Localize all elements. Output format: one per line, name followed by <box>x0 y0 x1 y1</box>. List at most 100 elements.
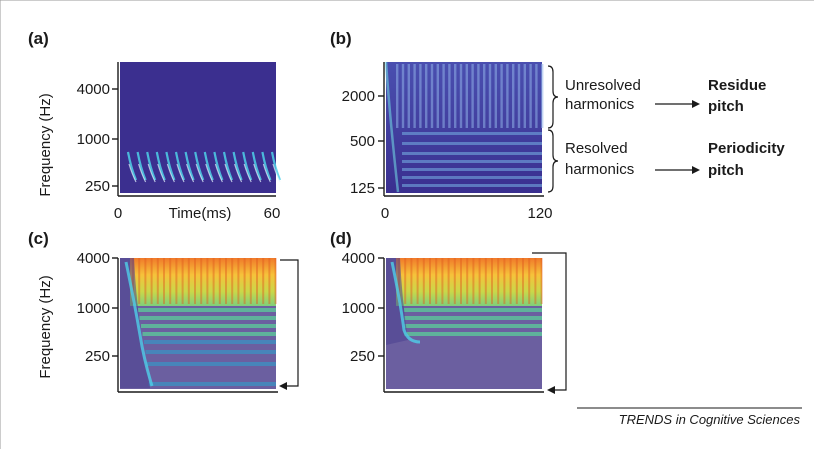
panel-a-streak-highlight <box>205 163 214 183</box>
stripe <box>528 258 531 304</box>
stripe <box>144 258 147 304</box>
panel-a-streak <box>251 151 262 181</box>
panel-a-streak-highlight <box>186 163 195 183</box>
panel-b-ripple <box>419 64 422 128</box>
panel-b-ripple <box>506 64 509 128</box>
panel-b-ripple <box>448 64 451 128</box>
panel-c-bracket-arrow <box>280 259 299 387</box>
annotation-unresolved-line2: harmonics <box>565 96 634 113</box>
panel-a-ylabel: Frequency (Hz) <box>37 93 54 196</box>
panel-c: (c) Frequency (Hz) 4000 1000 250 <box>28 229 299 393</box>
panel-a-streak <box>261 151 272 181</box>
panel-b-ripple <box>436 64 439 128</box>
stripe <box>212 258 215 304</box>
panel-b-ripple <box>529 64 532 128</box>
stripe <box>522 258 524 304</box>
stripe <box>410 258 413 304</box>
panel-a-streak-highlight <box>234 163 243 183</box>
panel-b-ripple <box>523 64 526 128</box>
panel-c-harmonic-bands <box>138 308 276 386</box>
panel-b-ripple <box>454 64 457 128</box>
panel-a-streak-highlight <box>138 163 147 183</box>
stripe <box>231 258 234 304</box>
stripe <box>404 258 407 304</box>
panel-a-ytick-label: 4000 <box>77 81 110 98</box>
stripe <box>237 258 240 304</box>
brace-resolved <box>547 129 559 193</box>
stripe <box>156 258 159 304</box>
panel-a-xlabel: Time(ms) <box>169 205 232 222</box>
panel-a-streak <box>155 151 166 181</box>
panel-b-spectrogram <box>386 62 542 193</box>
panel-b-band <box>402 152 542 155</box>
stripe <box>256 258 258 304</box>
panel-a-xtick-label: 0 <box>114 205 122 222</box>
panel-d-ytick-label: 4000 <box>342 250 375 267</box>
stripe <box>187 258 190 304</box>
stripe <box>181 258 184 304</box>
panel-d-arrowhead <box>547 386 555 394</box>
panel-b: (b) 2000 500 125 0 120 Unresolved harmon… <box>330 29 785 222</box>
panel-c-arrowhead <box>279 382 287 390</box>
panel-a-xtick-label: 60 <box>264 205 281 222</box>
stripe <box>509 258 512 304</box>
panel-a-streak <box>194 151 205 181</box>
panel-c-band <box>142 332 276 336</box>
panel-a-streak <box>270 151 282 181</box>
stripe <box>175 258 178 304</box>
panel-a-streak <box>222 151 234 181</box>
panel-d-onset-curve <box>390 261 421 344</box>
panel-b-ripple <box>396 64 399 128</box>
panel-b-ripple <box>401 64 405 128</box>
panel-b-ripple <box>535 64 538 128</box>
stripe <box>163 258 165 304</box>
panel-c-band <box>148 382 276 386</box>
panel-b-band <box>402 132 542 135</box>
panel-b-ytick-label: 2000 <box>342 88 375 105</box>
panel-b-ripple <box>459 64 463 128</box>
journal-credit: TRENDS in Cognitive Sciences <box>619 412 801 427</box>
panel-c-high-band <box>130 258 276 306</box>
stripe <box>497 258 500 304</box>
stripe <box>478 258 481 304</box>
panel-a-streak-highlight <box>262 163 271 183</box>
panel-c-band <box>139 316 276 320</box>
panel-c-label: (c) <box>28 229 49 248</box>
stripe <box>441 258 444 304</box>
panel-b-label: (b) <box>330 29 352 48</box>
panel-a-streak-highlight <box>176 163 185 183</box>
panel-a-ytick-label: 250 <box>85 178 110 195</box>
panel-a-streak <box>136 151 147 181</box>
stripe <box>249 258 252 304</box>
panel-d-label: (d) <box>330 229 352 248</box>
panel-b-band <box>402 160 542 163</box>
stripe <box>460 258 462 304</box>
panel-c-band <box>141 324 276 328</box>
panel-b-ripple <box>442 64 445 128</box>
panel-b-ripple <box>500 64 503 128</box>
panel-b-band <box>402 168 542 171</box>
panel-b-ripple <box>407 64 410 128</box>
stripe <box>422 258 425 304</box>
arrowhead-periodicity <box>692 166 700 174</box>
panel-a-streak-highlight <box>166 163 175 183</box>
panel-a-streak-highlight <box>253 163 262 183</box>
panel-a-ytick-label: 1000 <box>77 131 110 148</box>
stripe <box>262 258 265 304</box>
stripe <box>503 258 506 304</box>
panel-d-ytick-label: 250 <box>350 348 375 365</box>
stripe <box>150 258 153 304</box>
annotation-residue-line1: Residue <box>708 77 766 94</box>
panel-a-streak <box>174 151 186 181</box>
stripe <box>200 258 203 304</box>
stripe <box>218 258 221 304</box>
panel-c-ylabel: Frequency (Hz) <box>37 275 54 378</box>
panel-b-ytick-label: 125 <box>350 180 375 197</box>
panel-b-ripple <box>517 64 521 128</box>
stripe <box>429 258 431 304</box>
panel-b-onset <box>384 61 400 193</box>
panel-a-label: (a) <box>28 29 49 48</box>
panel-a-streak <box>232 151 243 181</box>
panel-b-ripple <box>430 64 434 128</box>
